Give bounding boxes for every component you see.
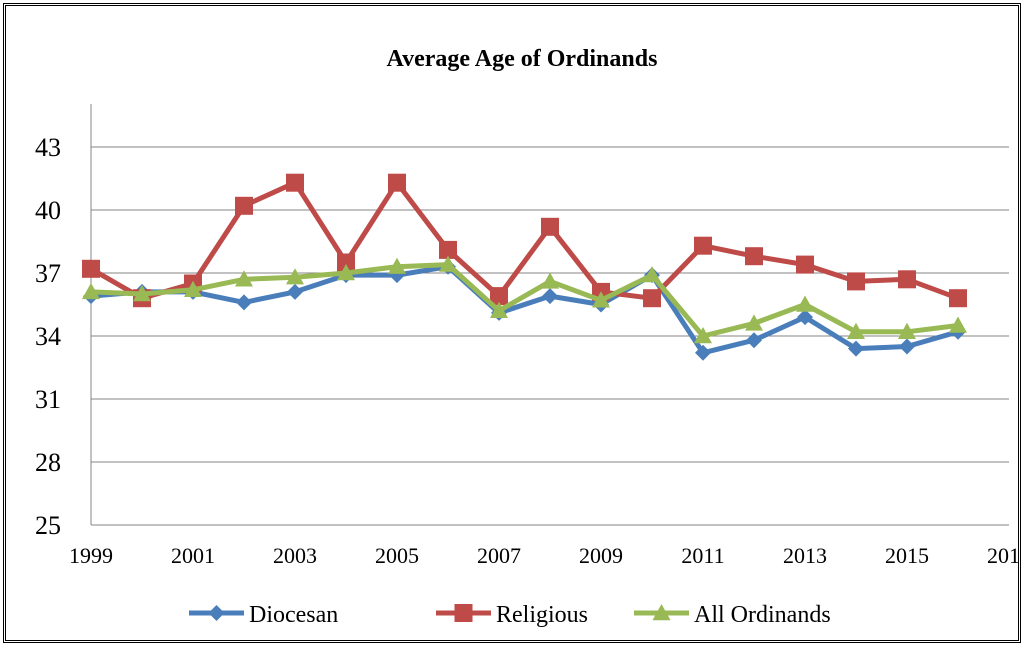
data-point-religious bbox=[796, 255, 814, 274]
x-tick-label: 2011 bbox=[681, 543, 724, 568]
series-line-religious bbox=[88, 180, 961, 301]
data-point-religious bbox=[898, 270, 916, 289]
legend-marker-diocesan bbox=[208, 605, 225, 621]
data-point-diocesan bbox=[797, 309, 813, 326]
y-tick-label: 31 bbox=[35, 385, 61, 414]
y-tick-label: 40 bbox=[35, 196, 61, 225]
data-point-all-ordinands bbox=[694, 327, 712, 344]
x-tick-label: 2003 bbox=[273, 543, 317, 568]
legend-item-all-ordinands: All Ordinands bbox=[634, 602, 831, 628]
data-point-all-ordinands bbox=[745, 314, 763, 331]
y-tick-label: 37 bbox=[35, 259, 61, 288]
data-point-all-ordinands bbox=[643, 266, 661, 283]
data-point-religious bbox=[643, 289, 661, 308]
x-tick-label: 2007 bbox=[477, 543, 521, 568]
legend-label-diocesan: Diocesan bbox=[249, 602, 338, 628]
data-point-all-ordinands bbox=[898, 322, 916, 339]
data-point-diocesan bbox=[899, 338, 915, 355]
data-point-all-ordinands bbox=[439, 255, 457, 272]
legend-marker-religious bbox=[454, 604, 473, 622]
data-point-all-ordinands bbox=[337, 264, 355, 281]
data-point-religious bbox=[847, 272, 865, 291]
x-axis-ticks: 1999 2001 2003 2005 2007 2009 2011 2013 2015 2017 bbox=[69, 543, 1018, 568]
y-tick-label: 34 bbox=[35, 322, 61, 351]
x-tick-label: 1999 bbox=[69, 543, 113, 568]
data-point-diocesan bbox=[848, 340, 864, 357]
legend-label-all-ordinands: All Ordinands bbox=[694, 602, 831, 628]
data-point-religious bbox=[388, 173, 406, 192]
chart-frame: Average Age of Ordinands 25 28 31 34 37 40 43 … bbox=[3, 3, 1021, 643]
data-point-diocesan bbox=[746, 332, 762, 349]
data-point-religious bbox=[949, 289, 967, 308]
data-point-diocesan bbox=[287, 283, 303, 300]
data-point-diocesan bbox=[236, 294, 252, 311]
x-tick-label: 2005 bbox=[375, 543, 419, 568]
data-point-all-ordinands bbox=[541, 272, 559, 289]
data-point-religious bbox=[694, 236, 712, 255]
data-point-all-ordinands bbox=[796, 295, 814, 312]
data-point-all-ordinands bbox=[286, 268, 304, 285]
data-point-religious bbox=[286, 173, 304, 192]
data-point-diocesan bbox=[695, 344, 711, 361]
series-all-ordinands bbox=[82, 255, 967, 344]
series-line-diocesan bbox=[88, 264, 961, 356]
y-tick-label: 25 bbox=[35, 511, 61, 540]
data-point-religious bbox=[490, 287, 508, 306]
data-point-all-ordinands bbox=[235, 270, 253, 287]
y-tick-label: 28 bbox=[35, 448, 61, 477]
data-point-all-ordinands bbox=[949, 316, 967, 333]
data-point-religious bbox=[439, 240, 457, 259]
data-point-religious bbox=[541, 217, 559, 236]
x-tick-label: 2017 bbox=[987, 543, 1018, 568]
y-tick-label: 43 bbox=[35, 133, 61, 162]
line-chart: Average Age of Ordinands 25283134374043 … bbox=[35, 46, 1018, 628]
data-point-diocesan bbox=[542, 288, 558, 305]
data-point-religious bbox=[745, 247, 763, 266]
x-tick-label: 2001 bbox=[171, 543, 215, 568]
legend-marker-all-ordinands bbox=[652, 604, 671, 621]
legend-label-religious: Religious bbox=[496, 602, 588, 628]
y-axis-ticks: 25 28 31 34 37 40 43 bbox=[35, 133, 61, 540]
data-point-religious bbox=[82, 259, 100, 278]
axes bbox=[90, 104, 1009, 526]
x-tick-label: 2013 bbox=[783, 543, 827, 568]
legend-item-religious: Religious bbox=[436, 602, 588, 628]
legend-item-diocesan: Diocesan bbox=[189, 602, 338, 628]
data-point-all-ordinands bbox=[490, 301, 508, 318]
x-tick-label: 2009 bbox=[579, 543, 623, 568]
series bbox=[82, 173, 967, 361]
gridlines bbox=[91, 146, 1009, 463]
x-tick-label: 2015 bbox=[885, 543, 929, 568]
data-point-all-ordinands bbox=[82, 282, 100, 300]
data-point-all-ordinands bbox=[133, 285, 151, 302]
data-point-all-ordinands bbox=[847, 322, 865, 339]
data-point-all-ordinands bbox=[184, 280, 202, 297]
data-point-all-ordinands bbox=[592, 291, 610, 308]
chart-title: Average Age of Ordinands bbox=[387, 46, 658, 72]
data-point-religious bbox=[337, 253, 355, 272]
data-point-all-ordinands bbox=[388, 257, 406, 274]
legend: Diocesan Religious All Ordinands bbox=[189, 602, 831, 628]
data-point-religious bbox=[235, 196, 253, 215]
series-line-all-ordinands bbox=[88, 262, 961, 339]
